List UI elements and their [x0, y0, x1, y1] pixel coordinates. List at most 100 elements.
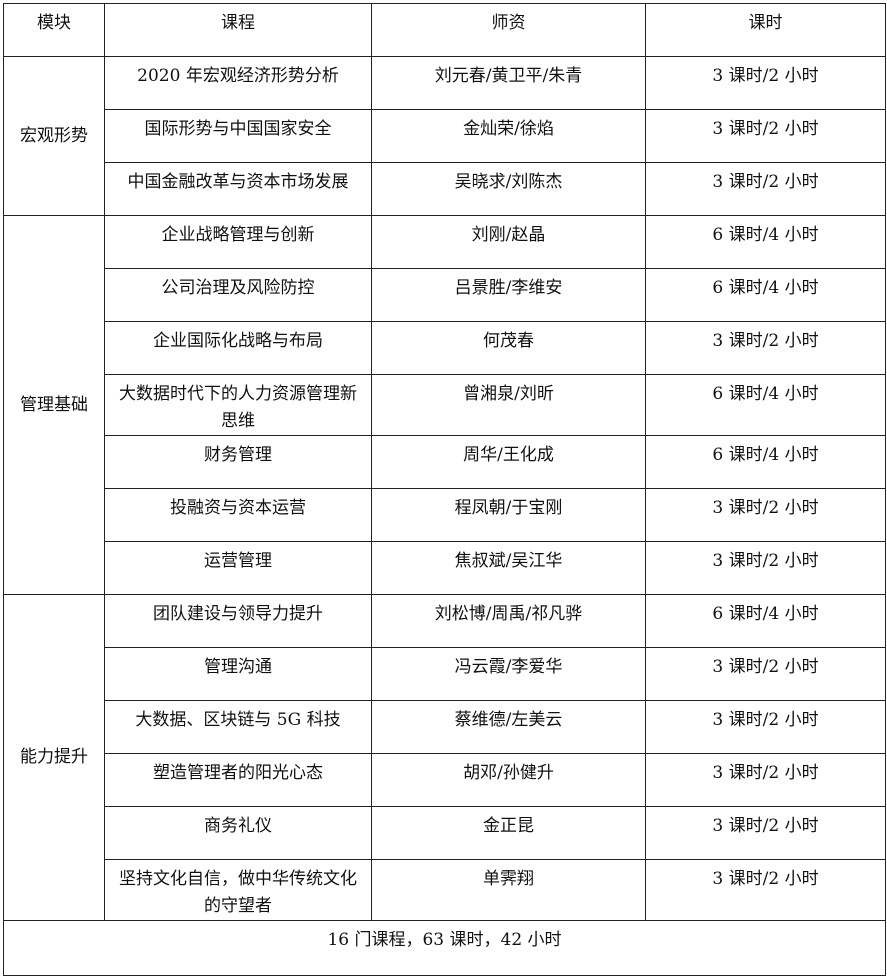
course-cell-text: 投融资与资本运营: [170, 498, 306, 518]
table-row: 投融资与资本运营 程凤朝/于宝刚 3 课时/2 小时: [4, 488, 886, 542]
course-cell-text: 商务礼仪: [204, 816, 272, 836]
teacher-cell-text: 刘松博/周禹/祁凡骅: [434, 604, 583, 624]
hours-cell-text: 6 课时/4 小时: [712, 278, 819, 298]
module-cell-text: 管理基础: [20, 394, 88, 415]
hours-cell: 3 课时/2 小时: [645, 753, 886, 807]
table-row: 企业国际化战略与布局 何茂春 3 课时/2 小时: [4, 321, 886, 375]
hours-cell: 3 课时/2 小时: [645, 109, 886, 163]
teacher-cell-text: 冯云霞/李爱华: [454, 657, 563, 677]
table-row: 公司治理及风险防控 吕景胜/李维安 6 课时/4 小时: [4, 268, 886, 322]
table-row: 能力提升 团队建设与领导力提升 刘松博/周禹/祁凡骅 6 课时/4 小时: [3, 594, 886, 921]
teacher-cell: 焦叔斌/吴江华: [371, 541, 646, 595]
course-cell: 企业战略管理与创新: [104, 215, 372, 269]
course-cell: 管理沟通: [104, 647, 372, 701]
header-course-label: 课程: [221, 13, 255, 33]
module-cell-text: 宏观形势: [20, 125, 88, 146]
module-cell: 宏观形势: [3, 56, 105, 216]
teacher-cell-text: 刘刚/赵晶: [471, 225, 546, 245]
hours-cell: 3 课时/2 小时: [645, 859, 886, 921]
table-row: 管理基础 企业战略管理与创新 刘刚/赵晶 6 课时/4 小时: [3, 215, 886, 595]
table-row: 塑造管理者的阳光心态 胡邓/孙健升 3 课时/2 小时: [4, 753, 886, 807]
teacher-cell-text: 焦叔斌/吴江华: [454, 551, 563, 571]
course-cell-text: 国际形势与中国国家安全: [144, 119, 332, 139]
teacher-cell: 程凤朝/于宝刚: [371, 488, 646, 542]
table-row: 大数据时代下的人力资源管理新思维 曾湘泉/刘昕 6 课时/4 小时: [4, 374, 886, 436]
hours-cell: 3 课时/2 小时: [645, 162, 886, 216]
table-row: 宏观形势 2020 年宏观经济形势分析 刘元春/黄卫平/朱青 3 课时/2 小时: [3, 56, 886, 216]
summary-row: 16 门课程，63 课时，42 小时: [3, 920, 886, 976]
hours-cell: 3 课时/2 小时: [645, 56, 886, 110]
course-cell: 运营管理: [104, 541, 372, 595]
course-cell: 投融资与资本运营: [104, 488, 372, 542]
course-cell: 公司治理及风险防控: [104, 268, 372, 322]
hours-cell-text: 3 课时/2 小时: [712, 657, 819, 677]
hours-cell-text: 3 课时/2 小时: [712, 331, 819, 351]
hours-cell-text: 3 课时/2 小时: [712, 119, 819, 139]
course-cell-text: 塑造管理者的阳光心态: [153, 763, 323, 783]
hours-cell: 3 课时/2 小时: [645, 806, 886, 860]
hours-cell-text: 3 课时/2 小时: [712, 869, 819, 889]
hours-cell: 3 课时/2 小时: [645, 647, 886, 701]
teacher-cell: 吕景胜/李维安: [371, 268, 646, 322]
table-row: 商务礼仪 金正昆 3 课时/2 小时: [4, 806, 886, 860]
table-row: 坚持文化自信，做中华传统文化的守望者 单霁翔 3 课时/2 小时: [4, 859, 886, 921]
summary-cell-text: 16 门课程，63 课时，42 小时: [327, 930, 562, 950]
hours-cell: 3 课时/2 小时: [645, 541, 886, 595]
teacher-cell: 刘松博/周禹/祁凡骅: [371, 594, 646, 648]
teacher-cell: 刘元春/黄卫平/朱青: [371, 56, 646, 110]
table-row: 运营管理 焦叔斌/吴江华 3 课时/2 小时: [4, 541, 886, 595]
teacher-cell-text: 曾湘泉/刘昕: [463, 384, 554, 404]
module-cell: 管理基础: [3, 215, 105, 595]
teacher-cell: 何茂春: [371, 321, 646, 375]
course-cell-text: 企业国际化战略与布局: [153, 331, 323, 351]
teacher-cell-text: 蔡维德/左美云: [454, 710, 563, 730]
teacher-cell: 蔡维德/左美云: [371, 700, 646, 754]
teacher-cell: 胡邓/孙健升: [371, 753, 646, 807]
hours-cell-text: 6 课时/4 小时: [712, 604, 819, 624]
hours-cell-text: 3 课时/2 小时: [712, 498, 819, 518]
course-cell-text: 企业战略管理与创新: [161, 225, 315, 245]
teacher-cell-text: 吕景胜/李维安: [454, 278, 563, 298]
teacher-cell: 吴晓求/刘陈杰: [371, 162, 646, 216]
table-row: 中国金融改革与资本市场发展 吴晓求/刘陈杰 3 课时/2 小时: [4, 162, 886, 216]
course-cell-text: 团队建设与领导力提升: [153, 604, 323, 624]
course-cell: 团队建设与领导力提升: [104, 594, 372, 648]
teacher-cell-text: 金正昆: [483, 816, 534, 836]
header-teacher: 师资: [371, 3, 646, 57]
header-hours-label: 课时: [748, 13, 783, 33]
header-course: 课程: [104, 3, 372, 57]
hours-cell: 3 课时/2 小时: [645, 321, 886, 375]
teacher-cell-text: 金灿荣/徐焰: [463, 119, 554, 139]
summary-cell: 16 门课程，63 课时，42 小时: [3, 920, 886, 976]
teacher-cell-text: 单霁翔: [483, 869, 534, 889]
course-cell: 商务礼仪: [104, 806, 372, 860]
course-cell-text: 中国金融改革与资本市场发展: [127, 172, 349, 192]
hours-cell-text: 3 课时/2 小时: [712, 66, 819, 86]
module-cell: 能力提升: [3, 594, 105, 921]
module-cell-text: 能力提升: [20, 747, 88, 767]
course-cell: 2020 年宏观经济形势分析: [104, 56, 372, 110]
course-cell: 中国金融改革与资本市场发展: [104, 162, 372, 216]
hours-cell-text: 3 课时/2 小时: [712, 710, 819, 730]
hours-cell-text: 3 课时/2 小时: [712, 763, 819, 783]
teacher-cell: 周华/王化成: [371, 435, 646, 489]
teacher-cell-text: 程凤朝/于宝刚: [454, 498, 563, 518]
teacher-cell: 曾湘泉/刘昕: [371, 374, 646, 436]
course-cell: 坚持文化自信，做中华传统文化的守望者: [104, 859, 372, 921]
course-cell-text: 大数据、区块链与 5G 科技: [135, 710, 341, 730]
teacher-cell: 金灿荣/徐焰: [371, 109, 646, 163]
teacher-cell-text: 何茂春: [483, 331, 534, 351]
header-hours: 课时: [645, 3, 886, 57]
course-cell-text: 公司治理及风险防控: [161, 278, 315, 298]
course-cell-text: 运营管理: [204, 551, 272, 571]
teacher-cell: 金正昆: [371, 806, 646, 860]
course-table: 模块 课程 师资 课时 宏观形势 2020 年宏观经济形势分析 刘元春/黄卫平/朱青…: [3, 3, 886, 976]
hours-cell-text: 3 课时/2 小时: [712, 551, 819, 571]
hours-cell: 6 课时/4 小时: [645, 374, 886, 436]
table-row: 财务管理 周华/王化成 6 课时/4 小时: [4, 435, 886, 489]
course-cell: 财务管理: [104, 435, 372, 489]
course-cell-text: 大数据时代下的人力资源管理新思维: [119, 384, 357, 431]
hours-cell: 6 课时/4 小时: [645, 268, 886, 322]
teacher-cell-text: 周华/王化成: [463, 445, 554, 465]
header-row: 模块 课程 师资 课时: [3, 3, 886, 57]
